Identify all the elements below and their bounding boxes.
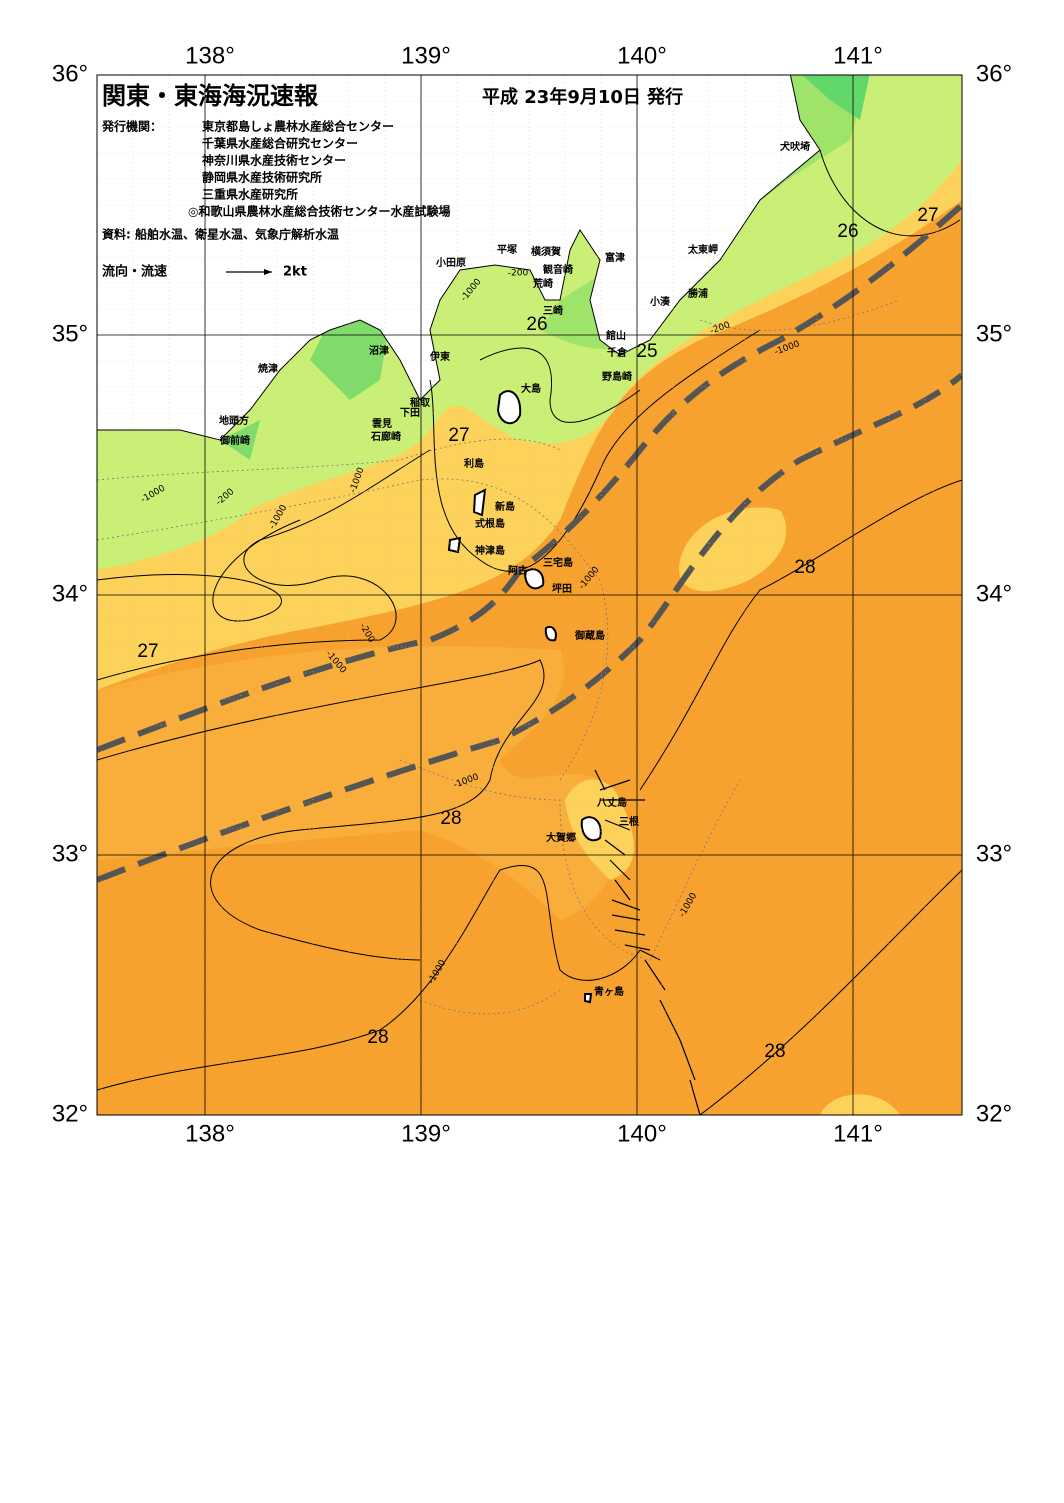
publisher: 静岡県水産技術研究所: [202, 170, 322, 185]
longitude-label: 140°: [617, 42, 667, 69]
place-name: 焼津: [258, 362, 278, 375]
place-name: 千倉: [607, 346, 628, 359]
longitude-label: 138°: [185, 1120, 235, 1147]
publisher: 神奈川県水産技術センター: [202, 153, 346, 168]
source: 資料: 船舶水温、衛星水温、気象庁解析水温: [102, 227, 339, 242]
place-name: 小湊: [649, 295, 671, 308]
longitude-label: 140°: [617, 1120, 667, 1147]
latitude-label: 36°: [52, 60, 88, 87]
isotherms: [97, 149, 962, 1115]
current-arrows: [594, 769, 701, 1115]
place-name: 下田: [400, 407, 420, 419]
place-name: 利島: [464, 457, 484, 470]
place-name: 野島崎: [602, 370, 632, 383]
place-name: 三根: [619, 815, 639, 828]
place-name: 勝浦: [688, 287, 708, 300]
longitude-label: 139°: [401, 42, 451, 69]
latitude-label: 35°: [976, 320, 1012, 347]
place-name: 犬吠埼: [780, 140, 810, 153]
depth-contours: [97, 299, 901, 1015]
place-name: 観音崎: [543, 263, 573, 276]
place-name: 沼津: [369, 344, 389, 357]
isotherm-label: 27: [917, 205, 938, 226]
isotherm-label: 27: [137, 641, 158, 662]
depth-label: -200: [508, 269, 529, 279]
place-name: 雲見: [372, 418, 392, 430]
legend-arrow-head: [264, 269, 272, 275]
latitude-label: 32°: [52, 1100, 88, 1127]
place-name: 三宅島: [543, 556, 573, 569]
place-name: 神津島: [475, 544, 505, 557]
longitude-label: 138°: [185, 42, 235, 69]
isotherm-label: 26: [837, 221, 858, 242]
publisher: 千葉県水産総合研究センター: [202, 136, 358, 151]
warm-eddy: [679, 507, 787, 592]
place-name: 御前崎: [219, 434, 250, 447]
south-zone: [820, 1094, 900, 1115]
latitude-label: 34°: [976, 580, 1012, 607]
isotherm-label: 28: [440, 808, 461, 829]
map-frame: [96, 74, 963, 1116]
isotherm-label: 28: [794, 557, 815, 578]
longitude-label: 141°: [833, 1120, 883, 1147]
place-name: 荒崎: [532, 277, 553, 290]
place-name: 新島: [495, 500, 515, 513]
place-name: 富津: [605, 251, 625, 264]
land: [97, 75, 821, 441]
place-name: 石廊崎: [370, 430, 401, 443]
place-name: 地頭方: [219, 414, 249, 427]
publisher: ◎和歌山県農林水産総合技術センター水産試験場: [188, 204, 450, 219]
longitude-label: 141°: [833, 42, 883, 69]
publisher-label: 発行機関：: [101, 119, 162, 134]
publisher: 東京都島しょ農林水産総合センター: [202, 119, 394, 134]
place-name: 小田原: [435, 256, 466, 269]
place-name: 大賀郷: [546, 831, 576, 844]
place-name: 伊東: [429, 350, 450, 363]
longitude-label: 139°: [401, 1120, 451, 1147]
isotherm-label: 28: [764, 1041, 785, 1062]
place-name: 横須賀: [531, 245, 561, 258]
latitude-label: 35°: [52, 320, 88, 347]
place-name: 坪田: [552, 582, 572, 595]
place-name: 太東岬: [687, 243, 718, 256]
place-name: 式根島: [475, 517, 505, 530]
latitude-label: 36°: [976, 60, 1012, 87]
place-name: 平塚: [497, 243, 517, 256]
islands: [447, 390, 602, 1004]
isotherm-label: 25: [636, 341, 657, 362]
place-name: 青ヶ島: [594, 985, 624, 998]
latitude-label: 34°: [52, 580, 88, 607]
header: 関東・東海海況速報 平成 23年9月10日 発行 発行機関： 資料: 船舶水温、…: [101, 82, 683, 280]
latitude-label: 33°: [52, 840, 88, 867]
place-name: 館山: [605, 329, 626, 342]
issue-date: 平成 23年9月10日 発行: [482, 86, 683, 108]
isotherm-label: 27: [448, 425, 469, 446]
latitude-label: 33°: [976, 840, 1012, 867]
isotherm-label: 28: [367, 1027, 388, 1048]
legend-scale: 2kt: [283, 265, 307, 280]
publisher: 三重県水産研究所: [202, 187, 298, 202]
place-name: 稲取: [410, 396, 431, 409]
title: 関東・東海海況速報: [102, 82, 319, 110]
place-name: 大島: [521, 382, 541, 395]
isotherm-label: 26: [526, 314, 547, 335]
place-name: 八丈島: [596, 796, 627, 809]
kuroshio-axis: [97, 202, 962, 883]
place-name: 阿古: [508, 564, 528, 577]
place-name: 三崎: [543, 304, 563, 317]
place-name: 御蔵島: [574, 629, 605, 642]
sea-green-coast: [220, 320, 390, 460]
legend-label: 流向・流速: [102, 264, 167, 280]
latitude-label: 32°: [976, 1100, 1012, 1127]
